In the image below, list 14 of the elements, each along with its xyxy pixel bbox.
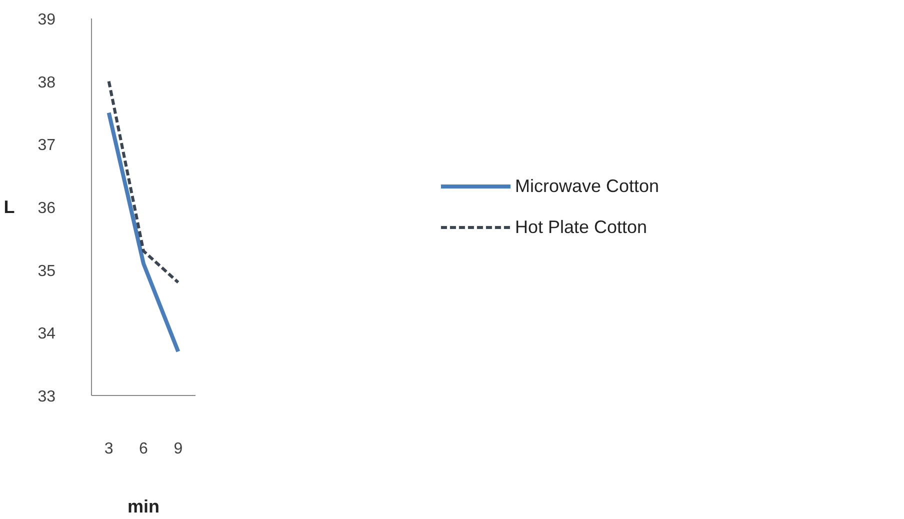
y-tick-label: 39 [38,12,56,28]
y-tick-label: 36 [38,200,56,217]
x-axis-title: min [128,496,160,516]
x-tick-label: 3 [104,440,114,458]
y-tick-label: 38 [38,74,56,92]
y-axis-title: L [4,197,15,217]
x-tick-label: 6 [139,440,148,458]
legend-label: Hot Plate Cotton [514,216,648,238]
x-tick-label: 9 [174,440,183,458]
y-tick-label: 33 [38,388,56,406]
y-tick-label: 37 [38,137,56,154]
legend-label: Microwave Cotton [514,176,660,196]
y-tick-label: 34 [38,326,56,343]
y-tick-label: 35 [38,262,56,280]
